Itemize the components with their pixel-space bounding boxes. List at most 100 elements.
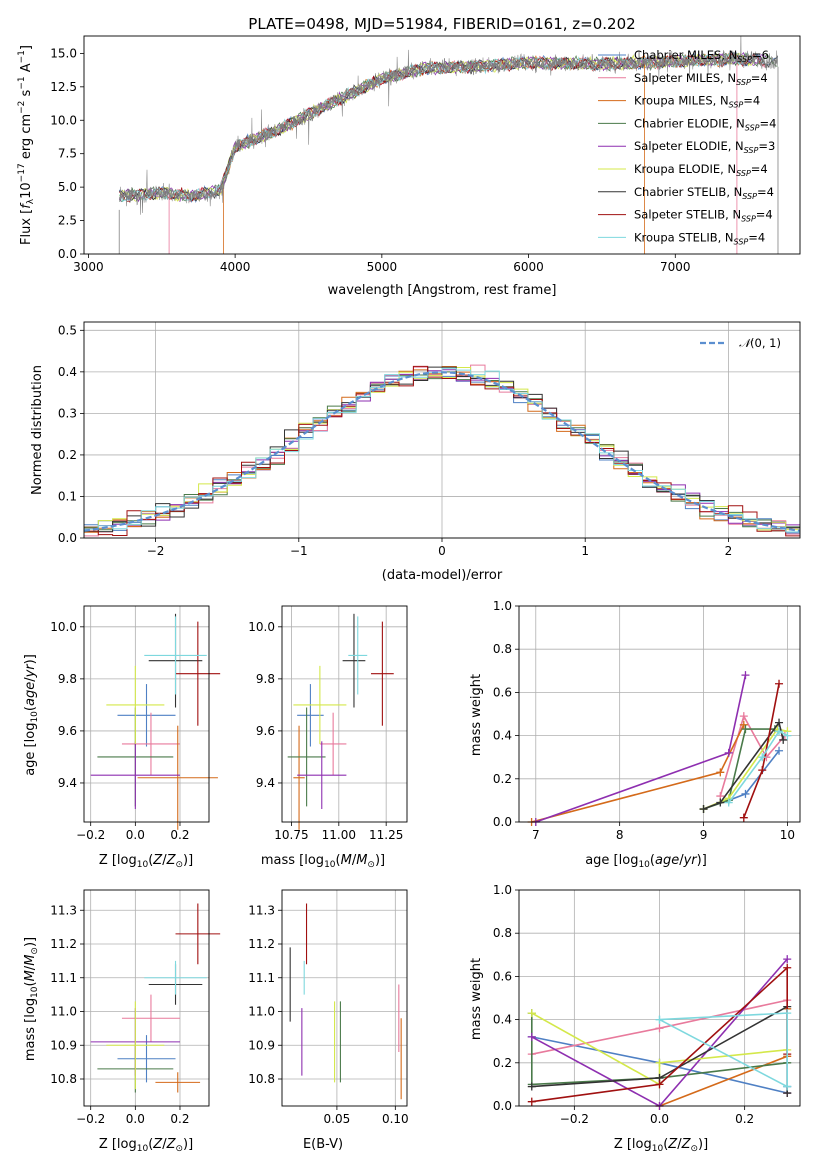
- y-tick-label: 9.4: [58, 776, 77, 790]
- axes-frame: [281, 605, 408, 823]
- y-tick-label: 0.0: [493, 1099, 512, 1113]
- mass-weight-point-marker: [724, 798, 733, 807]
- x-tick-label: −0.2: [560, 1112, 589, 1126]
- age-z-xlabel: Z [log10(Z/Z⊙)]: [99, 853, 193, 870]
- x-tick-label: 11.25: [369, 828, 403, 842]
- mw-z-xlabel: Z [log10(Z/Z⊙)]: [614, 1137, 708, 1154]
- y-tick-label: 9.4: [256, 776, 275, 790]
- legend-label: Salpeter STELIB, NSSP=4: [634, 208, 773, 224]
- y-tick-label: 9.8: [58, 672, 77, 686]
- y-tick-label: 1.0: [493, 599, 512, 613]
- residual-histogram-series: [84, 366, 800, 533]
- gaussian-legend-label: 𝒩(0, 1): [739, 336, 781, 350]
- y-tick-label: 10.8: [248, 1072, 275, 1086]
- y-tick-label: 10.0: [50, 620, 77, 634]
- y-tick-label: 9.6: [58, 724, 77, 738]
- y-tick-label: 12.5: [50, 80, 77, 94]
- y-tick-label: 11.1: [50, 971, 77, 985]
- mass-weight-point-marker: [741, 671, 750, 680]
- age-mass-xlabel: mass [log10(M/M⊙)]: [261, 853, 385, 870]
- spectrum-title: PLATE=0498, MJD=51984, FIBERID=0161, z=0…: [248, 15, 635, 33]
- y-tick-label: 11.3: [50, 903, 77, 917]
- y-tick-label: 0.2: [493, 1056, 512, 1070]
- axes-frame: [83, 889, 210, 1107]
- y-tick-label: 10.8: [50, 1072, 77, 1086]
- y-tick-label: 11.2: [50, 937, 77, 951]
- mw-z-ylabel: mass weight: [469, 958, 484, 1040]
- x-tick-label: 7: [532, 828, 540, 842]
- y-tick-label: 7.5: [58, 147, 77, 161]
- age-vs-mass-panel: 10.75 11.00 11.25 9.4 9.6 9.8 10.0: [248, 605, 408, 842]
- legend-label: Kroupa STELIB, NSSP=4: [634, 230, 765, 246]
- x-tick-label: 7000: [660, 260, 691, 274]
- x-tick-label: 6000: [513, 260, 544, 274]
- legend-label: Salpeter ELODIE, NSSP=3: [634, 139, 775, 155]
- y-tick-label: 10.9: [50, 1038, 77, 1052]
- y-tick-label: 0.6: [493, 969, 512, 983]
- y-tick-label: 10.0: [50, 113, 77, 127]
- age-vs-metallicity-panel: −0.2 0.0 0.2 9.4 9.6 9.8 10.0: [50, 605, 221, 842]
- x-tick-label: 5000: [367, 260, 398, 274]
- axes-frame: [518, 889, 801, 1107]
- mass-weight-point-marker: [527, 1082, 536, 1091]
- y-tick-label: 9.6: [256, 724, 275, 738]
- spectrum-panel: PLATE=0498, MJD=51984, FIBERID=0161, z=0…: [17, 15, 801, 298]
- y-tick-label: 0.0: [58, 247, 77, 261]
- mw-age-xlabel: age [log10(age/yr)]: [585, 853, 707, 870]
- gaussian-legend: 𝒩(0, 1): [700, 336, 781, 350]
- y-tick-label: 15.0: [50, 46, 77, 60]
- x-tick-label: 9: [700, 828, 708, 842]
- mass-weight-point-marker: [741, 789, 750, 798]
- axes-frame: [281, 889, 408, 1107]
- y-tick-label: 0.8: [493, 926, 512, 940]
- mass-weight-vs-age-panel: 7 8 9 10 0.0 0.2 0.4 0.6 0.8 1.0: [493, 599, 801, 842]
- mass-weight-series-line: [530, 1013, 788, 1086]
- gaussian-reference-curve: [83, 371, 801, 532]
- y-tick-label: 11.0: [248, 1005, 275, 1019]
- mass-weight-point-marker: [655, 1015, 664, 1024]
- mass-weight-point-marker: [775, 746, 784, 755]
- mass-weight-point-marker: [655, 1058, 664, 1067]
- x-tick-label: 2: [725, 544, 733, 558]
- legend-label: Kroupa ELODIE, NSSP=4: [634, 162, 768, 178]
- mass-weight-series-line: [535, 674, 747, 823]
- mass-weight-point-marker: [779, 735, 788, 744]
- y-tick-label: 10.0: [248, 620, 275, 634]
- y-tick-label: 11.2: [248, 937, 275, 951]
- axes-frame: [518, 605, 801, 823]
- residual-ylabel: Normed distribution: [30, 365, 45, 495]
- residual-panel: −2 −1 0 1 2 0.0 0.1 0.2 0.3 0.4 0.5 (data-model)/e…: [30, 321, 801, 583]
- mass-weight-point-marker: [739, 813, 748, 822]
- y-tick-label: 1.0: [493, 883, 512, 897]
- x-tick-label: 0: [438, 544, 446, 558]
- mass-ebv-xlabel: E(B-V): [303, 1137, 343, 1152]
- y-tick-label: 0.2: [493, 772, 512, 786]
- mass-vs-ebv-panel: 0.05 0.10 10.8 10.9 11.0 11.1 11.2 11.3: [248, 889, 409, 1126]
- x-tick-label: 8: [616, 828, 624, 842]
- x-tick-label: 0.2: [170, 1112, 189, 1126]
- x-tick-label: −0.2: [76, 828, 105, 842]
- mass-weight-point-marker: [527, 1009, 536, 1018]
- x-tick-label: 4000: [220, 260, 251, 274]
- mass-weight-point-marker: [775, 727, 784, 736]
- spectrum-ylabel: Flux [fλ10−17 erg cm−2 s−1 A−1]: [17, 45, 36, 245]
- mass-weight-point-marker: [783, 955, 792, 964]
- mass-weight-series-line: [719, 714, 786, 797]
- residual-xlabel: (data-model)/error: [382, 568, 503, 583]
- spectrum-xlabel: wavelength [Angstrom, rest frame]: [328, 283, 557, 298]
- mass-weight-series-line: [659, 1012, 789, 1088]
- x-tick-label: 0.2: [735, 1112, 754, 1126]
- x-tick-label: 1: [581, 544, 589, 558]
- x-tick-label: −2: [147, 544, 165, 558]
- y-tick-label: 0.4: [493, 729, 512, 743]
- x-tick-label: 0.0: [650, 1112, 669, 1126]
- mass-weight-point-marker: [655, 1024, 664, 1033]
- mass-z-xlabel: Z [log10(Z/Z⊙)]: [99, 1137, 193, 1154]
- y-tick-label: 0.4: [58, 365, 77, 379]
- mass-weight-point-marker: [716, 768, 725, 777]
- mass-weight-point-marker: [724, 748, 733, 757]
- mass-weight-point-marker: [699, 805, 708, 814]
- mass-weight-vs-metallicity-panel: −0.2 0.0 0.2 0.0 0.2 0.4 0.6 0.8 1.0: [493, 883, 801, 1126]
- x-tick-label: 10: [780, 828, 795, 842]
